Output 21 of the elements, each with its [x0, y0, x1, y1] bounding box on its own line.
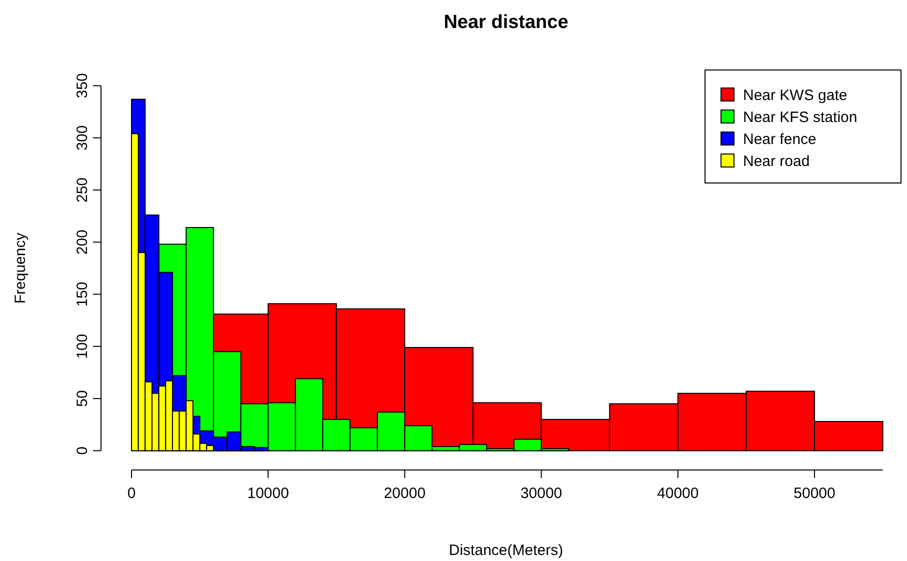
y-tick-label: 0 — [74, 446, 91, 455]
x-tick-label: 30000 — [520, 485, 562, 502]
chart-title: Near distance — [444, 12, 568, 33]
y-tick-label: 250 — [74, 177, 91, 202]
legend-label: Near KFS station — [743, 109, 858, 126]
y-tick-label: 350 — [74, 73, 91, 98]
legend-label: Near fence — [743, 131, 816, 148]
y-tick-label: 200 — [74, 230, 91, 255]
x-tick-label: 10000 — [247, 485, 289, 502]
y-tick-label: 300 — [74, 125, 91, 150]
x-axis-title: Distance(Meters) — [448, 542, 564, 559]
y-tick-label: 50 — [74, 390, 91, 407]
x-tick-label: 50000 — [794, 485, 836, 502]
x-tick-label: 0 — [127, 485, 136, 502]
x-tick-label: 20000 — [384, 485, 426, 502]
y-tick-label: 150 — [74, 282, 91, 307]
legend-label: Near road — [743, 153, 810, 170]
x-tick-label: 40000 — [657, 485, 699, 502]
legend-label: Near KWS gate — [743, 87, 848, 104]
y-tick-label: 100 — [74, 334, 91, 359]
y-axis-title: Frequency — [12, 232, 29, 304]
